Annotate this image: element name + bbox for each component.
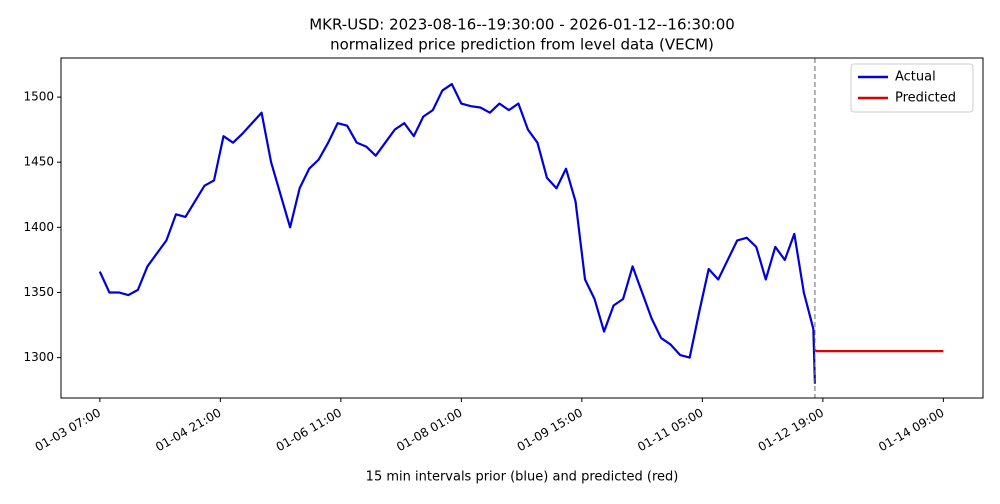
x-axis-label: 15 min intervals prior (blue) and predic… (366, 470, 679, 485)
y-tick-label: 1450 (23, 155, 54, 169)
plot-frame (60, 57, 984, 399)
legend-label: Actual (895, 70, 936, 85)
y-tick-label: 1300 (23, 350, 54, 364)
chart-title: MKR-USD: 2023-08-16--19:30:00 - 2026-01-… (309, 16, 735, 34)
y-tick-label: 1500 (23, 90, 54, 104)
series-line (814, 348, 944, 353)
y-tick-label: 1400 (23, 220, 54, 234)
series-line (98, 82, 817, 384)
legend-label: Predicted (895, 91, 956, 106)
chart-subtitle: normalized price prediction from level d… (330, 36, 714, 54)
y-tick-label: 1350 (23, 285, 54, 299)
